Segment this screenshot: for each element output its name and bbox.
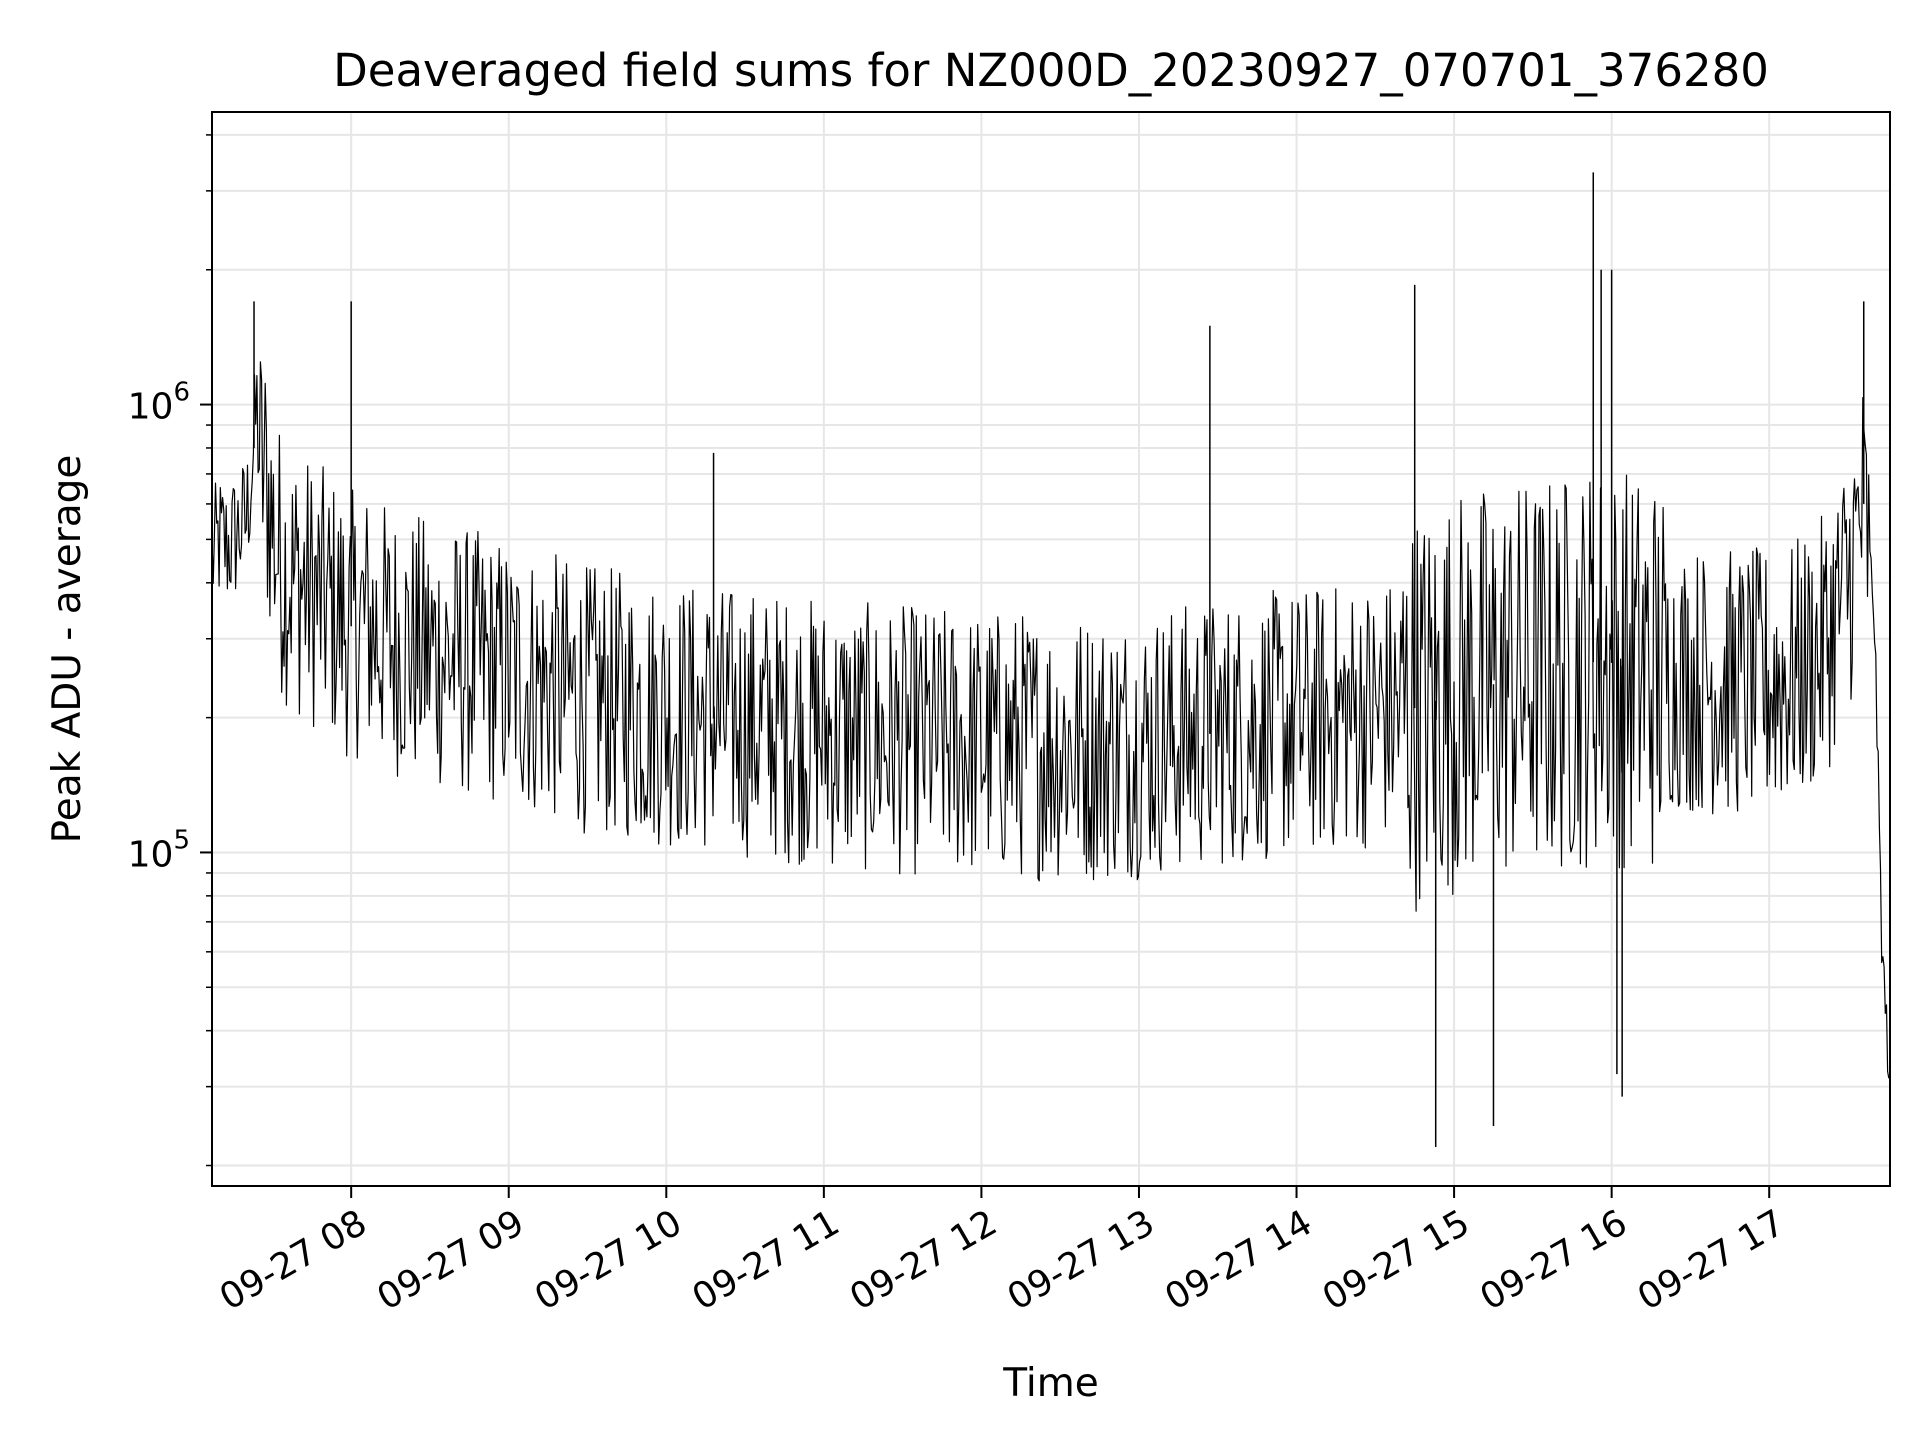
x-axis-label: Time (1002, 1361, 1098, 1406)
y-tick-base: 10 (128, 834, 174, 875)
plot-frame (211, 111, 1891, 1187)
y-axis-label: Peak ADU - average (45, 455, 90, 844)
y-tick-exponent: 6 (173, 378, 190, 408)
y-tick-exponent: 5 (173, 825, 190, 855)
y-tick-label: 105 (128, 825, 190, 875)
y-tick-label: 106 (128, 378, 190, 428)
series-line (211, 361, 1890, 1079)
y-tick-base: 10 (128, 387, 174, 428)
chart-title: Deaveraged field sums for NZ000D_2023092… (333, 44, 1769, 97)
data-series (211, 172, 1890, 1147)
